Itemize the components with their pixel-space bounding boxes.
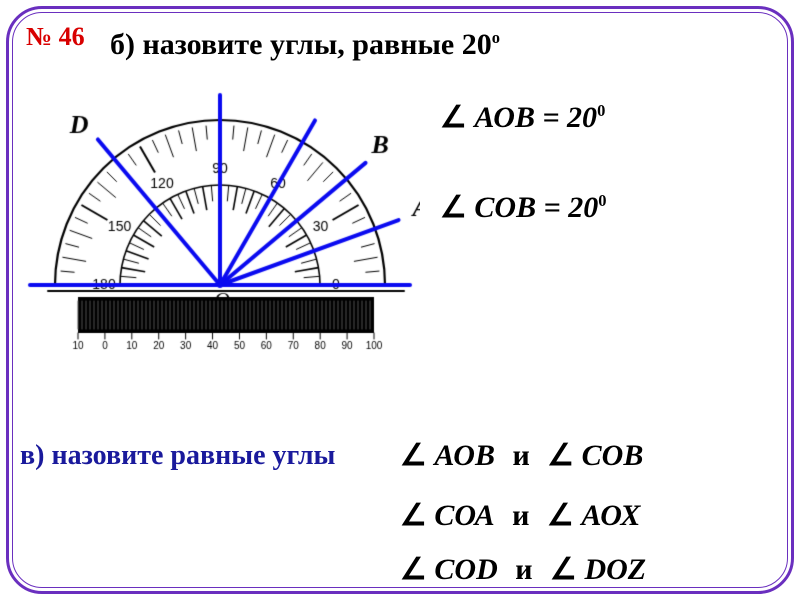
title-degree: о bbox=[492, 28, 500, 47]
angle-symbol: ∠ bbox=[400, 499, 427, 532]
angle-b: АОХ bbox=[581, 499, 640, 532]
title: б) назовите углы, равные 20о bbox=[110, 28, 500, 62]
angle-b: DОZ bbox=[584, 553, 646, 586]
and-text: и bbox=[512, 439, 529, 472]
angle-symbol: ∠ bbox=[547, 439, 574, 472]
subtitle: в) назовите равные углы bbox=[20, 438, 335, 473]
title-text: б) назовите углы, равные 20 bbox=[110, 28, 492, 61]
angle-symbol: ∠ bbox=[440, 191, 467, 224]
angle-a: СОА bbox=[434, 499, 494, 532]
and-text: и bbox=[515, 553, 532, 586]
angle-name: СОВ bbox=[474, 191, 536, 224]
answer-row-1: ∠ АОВ и ∠ СОВ bbox=[400, 438, 643, 473]
angle-symbol: ∠ bbox=[400, 553, 427, 586]
angle-a: АОВ bbox=[434, 439, 495, 472]
answer-row-2: ∠ СОА и ∠ АОХ bbox=[400, 498, 640, 533]
protractor-canvas bbox=[20, 85, 420, 415]
angle-b: СОВ bbox=[582, 439, 644, 472]
angle-a: СОD bbox=[434, 553, 497, 586]
angle-eq: = 20 bbox=[536, 191, 598, 224]
angle-sup: 0 bbox=[598, 191, 606, 210]
problem-number: № 46 bbox=[26, 22, 85, 52]
angle-eq: = 20 bbox=[535, 101, 597, 134]
angle-symbol: ∠ bbox=[547, 499, 574, 532]
angle-symbol: ∠ bbox=[440, 101, 467, 134]
angle-name: АОВ bbox=[474, 101, 535, 134]
angle-sup: 0 bbox=[597, 101, 605, 120]
equation-aob: ∠ АОВ = 200 bbox=[440, 100, 605, 135]
angle-symbol: ∠ bbox=[550, 553, 577, 586]
angle-symbol: ∠ bbox=[400, 439, 427, 472]
protractor-diagram bbox=[20, 85, 420, 415]
equation-cob: ∠ СОВ = 200 bbox=[440, 190, 606, 225]
answer-row-3: ∠ СОD и ∠ DОZ bbox=[400, 552, 646, 587]
and-text: и bbox=[512, 499, 529, 532]
